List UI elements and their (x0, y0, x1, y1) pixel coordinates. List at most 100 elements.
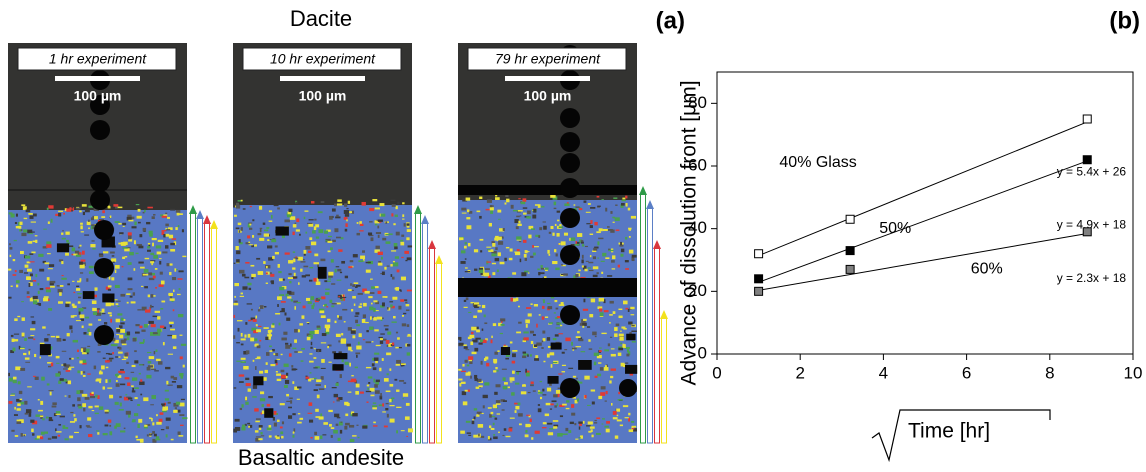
crystal (157, 328, 162, 333)
crystal (461, 212, 467, 214)
crystal (338, 316, 343, 320)
crystal (355, 383, 360, 388)
crystal (627, 207, 631, 211)
crystal (69, 325, 73, 330)
crystal (539, 272, 545, 275)
crystal (148, 356, 155, 360)
crystal (268, 395, 273, 399)
crystal (240, 227, 243, 231)
crystal (180, 398, 185, 401)
crystal (363, 302, 367, 307)
crystal (62, 230, 64, 232)
crystal (493, 436, 498, 440)
crystal (500, 324, 505, 326)
crystal (247, 223, 251, 228)
crystal (614, 435, 619, 439)
crystal (58, 380, 62, 384)
crystal (476, 210, 481, 213)
crystal (514, 219, 519, 224)
crystal (268, 210, 273, 213)
crystal (527, 391, 531, 394)
crystal (74, 250, 80, 255)
crystal (477, 424, 484, 428)
crystal (233, 314, 236, 319)
crystal (292, 251, 296, 253)
crystal (160, 280, 165, 285)
crystal (310, 341, 313, 346)
crystal (389, 404, 395, 407)
crystal (45, 416, 49, 419)
crystal (619, 336, 624, 341)
crystal (598, 350, 602, 353)
crystal (258, 427, 262, 430)
crystal (271, 280, 274, 285)
crystal (628, 228, 631, 231)
crystal (332, 351, 337, 354)
crystal (621, 202, 625, 206)
crystal (307, 323, 310, 325)
crystal (327, 235, 332, 238)
crystal (381, 302, 385, 307)
crystal (495, 235, 500, 239)
crystal (233, 387, 237, 389)
crystal (556, 233, 560, 237)
crystal (155, 349, 158, 353)
crystal (47, 333, 50, 336)
crystal (270, 273, 275, 277)
crystal (89, 392, 94, 396)
crystal (386, 413, 389, 418)
crystal (574, 243, 580, 246)
crystal (128, 219, 134, 222)
crystal (147, 242, 151, 245)
crystal (150, 272, 156, 276)
crystal (374, 310, 379, 312)
crystal (598, 362, 602, 364)
crystal (266, 427, 272, 431)
crystal (114, 401, 119, 405)
crystal (530, 384, 534, 387)
crystal (628, 235, 631, 238)
crystal (93, 311, 98, 316)
crystal (279, 426, 283, 429)
arrow-shaft (436, 262, 442, 444)
crystal (276, 378, 282, 382)
crystal (142, 227, 147, 232)
crystal (343, 217, 348, 220)
crystal (493, 250, 497, 255)
crystal (561, 264, 563, 266)
crystal (80, 348, 84, 353)
crystal (338, 340, 341, 343)
crystal (547, 432, 554, 436)
crystal (344, 361, 349, 365)
crystal (395, 287, 399, 291)
crystal (458, 378, 463, 381)
crystal (70, 315, 75, 318)
crystal (267, 239, 270, 242)
crystal (528, 234, 532, 239)
crystal (87, 345, 91, 347)
crystal (294, 339, 298, 343)
crystal (27, 386, 32, 388)
crystal (155, 438, 161, 441)
crystal (140, 379, 143, 382)
crystal (14, 318, 18, 322)
crystal (72, 305, 77, 309)
crystal (336, 279, 342, 281)
crystal (575, 438, 579, 440)
crystal (71, 330, 73, 333)
title-box (242, 47, 402, 71)
crystal (33, 338, 36, 341)
crystal (176, 212, 180, 216)
crystal (337, 294, 342, 297)
crystal (150, 294, 154, 298)
crystal (340, 338, 347, 342)
crystal (402, 398, 404, 400)
crystal (337, 437, 341, 442)
crystal (494, 351, 498, 355)
crystal (179, 372, 184, 377)
crystal (152, 275, 156, 279)
crystal (119, 328, 126, 333)
crystal (295, 201, 298, 204)
crystal (90, 244, 96, 248)
crystal (108, 276, 111, 280)
